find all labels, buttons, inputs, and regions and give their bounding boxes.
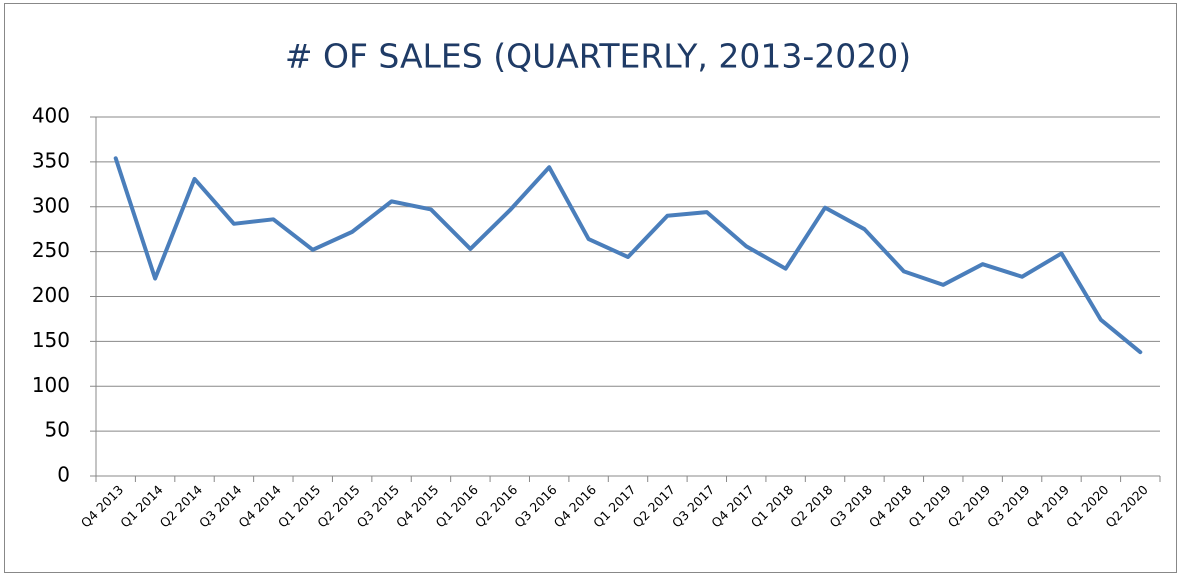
- y-tick-label: 100: [32, 373, 70, 397]
- y-tick-label: 350: [32, 148, 70, 172]
- chart-frame: [4, 3, 1177, 573]
- chart-title: # OF SALES (QUARTERLY, 2013-2020): [285, 37, 911, 76]
- y-tick-label: 200: [32, 283, 70, 307]
- y-tick-label: 250: [32, 238, 70, 262]
- y-tick-label: 0: [57, 463, 70, 487]
- y-tick-label: 150: [32, 328, 70, 352]
- y-tick-label: 50: [45, 418, 70, 442]
- line-series: [113, 156, 1143, 355]
- y-tick-label: 400: [32, 104, 70, 128]
- y-tick-label: 300: [32, 193, 70, 217]
